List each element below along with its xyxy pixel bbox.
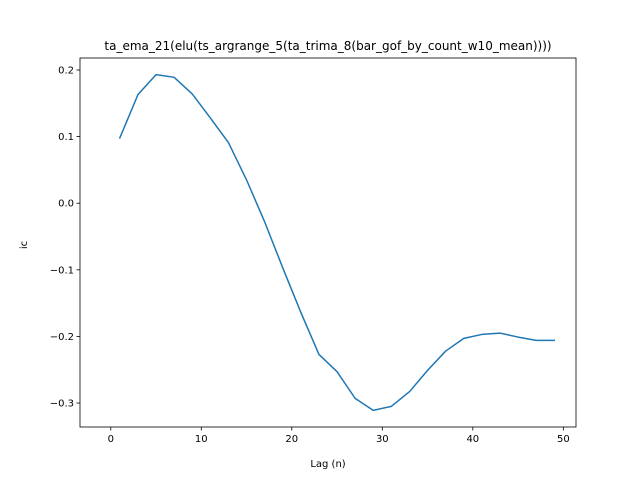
y-tick-label: −0.3	[50, 399, 74, 410]
series-line-0	[118, 73, 556, 412]
x-axis-label: Lag (n)	[310, 459, 345, 470]
x-tick-label: 30	[376, 434, 389, 445]
y-tick-label: 0.0	[58, 199, 74, 210]
plot-area: 0 10 20 30 40 50 −0.3 −0.2 −0.1 0.0 0.1 0.2	[50, 57, 577, 445]
x-tick-label: 20	[285, 434, 298, 445]
x-tick-label: 40	[466, 434, 479, 445]
x-tick-label: 50	[557, 434, 570, 445]
y-tick-label: 0.1	[58, 132, 74, 143]
y-tick-label: −0.2	[50, 332, 74, 343]
y-axis-label: ic	[19, 241, 30, 249]
chart-title: ta_ema_21(elu(ts_argrange_5(ta_trima_8(b…	[104, 39, 551, 53]
axes-frame	[79, 57, 577, 428]
x-tick-label: 10	[195, 434, 208, 445]
y-tick-label: 0.2	[58, 65, 74, 76]
y-tick-label: −0.1	[50, 265, 74, 276]
x-tick-label: 0	[108, 434, 114, 445]
